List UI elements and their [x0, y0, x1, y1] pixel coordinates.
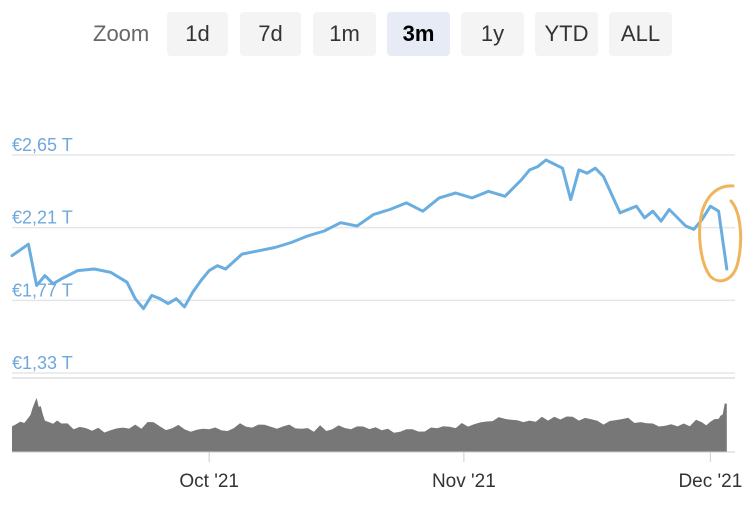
zoom-button-1d[interactable]: 1d: [167, 12, 228, 56]
zoom-button-7d[interactable]: 7d: [240, 12, 301, 56]
grid: [12, 154, 735, 379]
highlight-circle: [698, 184, 743, 283]
y-tick-label: €1,77 T: [12, 280, 73, 300]
x-tick-label: Dec '21: [678, 471, 742, 492]
series-group: [10, 158, 729, 311]
range-selector: Zoom 1d 7d 1m 3m 1y YTD ALL: [0, 12, 747, 56]
zoom-button-all[interactable]: ALL: [609, 12, 672, 56]
zoom-label: Zoom: [93, 21, 150, 46]
y-axis-labels: €2,65 T €2,21 T €1,77 T €1,33 T: [12, 135, 73, 373]
zoom-button-ytd[interactable]: YTD: [535, 12, 598, 56]
zoom-button-3m[interactable]: 3m: [387, 12, 450, 56]
volume-area: [12, 397, 727, 452]
y-tick-label: €2,21 T: [12, 208, 73, 228]
x-tick-label: Oct '21: [179, 471, 239, 492]
y-tick-label: €2,65 T: [12, 135, 73, 155]
y-tick-label: €1,33 T: [12, 353, 73, 373]
x-tick-label: Nov '21: [432, 471, 496, 492]
volume-area-group: [12, 397, 727, 452]
zoom-button-1y[interactable]: 1y: [461, 12, 524, 56]
price-line: [10, 158, 729, 311]
zoom-button-1m[interactable]: 1m: [313, 12, 376, 56]
annotation-group: [698, 184, 743, 283]
x-axis-labels: Oct '21 Nov '21 Dec '21: [179, 471, 742, 492]
x-grid: [208, 452, 711, 462]
